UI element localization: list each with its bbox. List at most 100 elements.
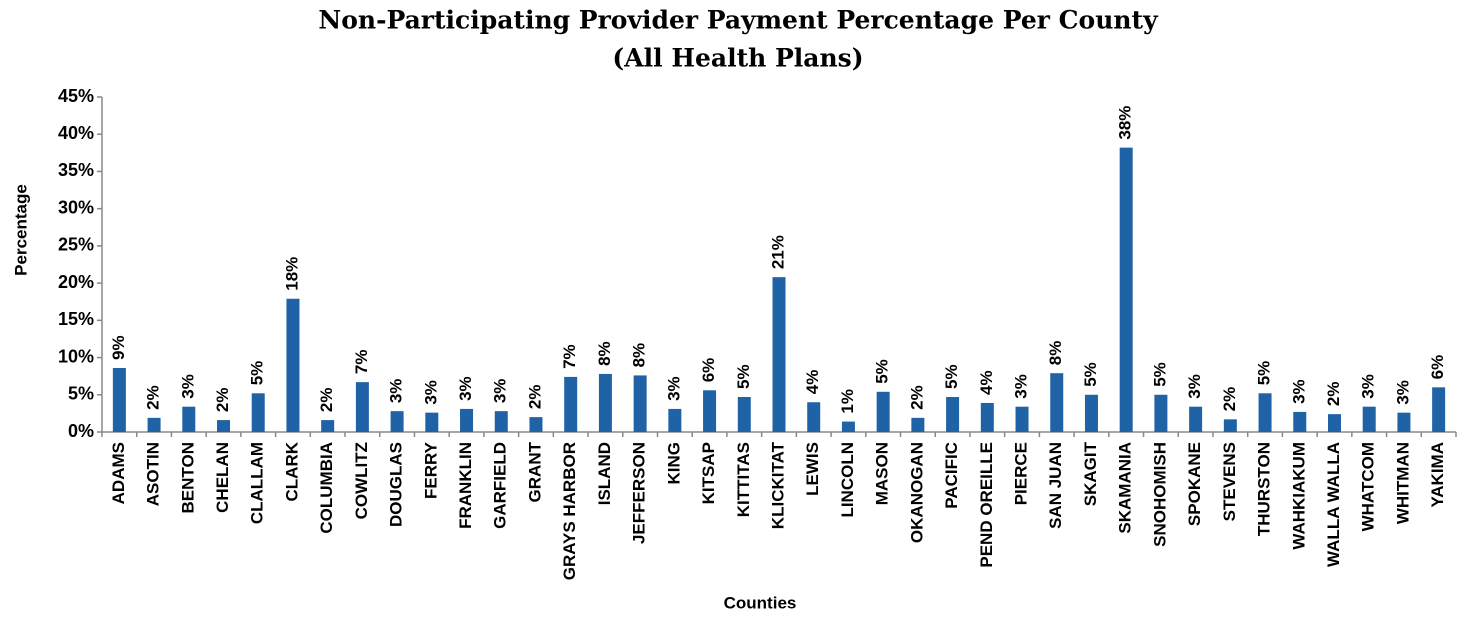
x-tick-label: FRANKLIN [456, 442, 475, 529]
bar [1119, 147, 1133, 432]
value-label: 2% [317, 388, 336, 413]
x-tick-label: YAKIMA [1428, 442, 1447, 508]
x-tick-label: KITSAP [699, 442, 718, 504]
x-tick-label: BENTON [178, 442, 197, 513]
x-tick-label: GARFIELD [491, 442, 510, 529]
bar [1432, 387, 1446, 432]
bar [321, 420, 335, 432]
bar [355, 382, 369, 432]
bar [1293, 411, 1307, 432]
bar [425, 412, 439, 432]
bar [841, 421, 855, 432]
y-tick-label: 35% [58, 160, 94, 180]
x-tick-label: GRANT [525, 441, 544, 502]
x-tick-label: FERRY [421, 441, 440, 499]
x-tick-label: WHITMAN [1393, 442, 1412, 524]
x-tick-label: KLICKITAT [768, 441, 787, 529]
y-tick-label: 5% [68, 384, 94, 404]
value-label: 5% [1150, 362, 1169, 387]
x-tick-label: ADAMS [109, 442, 128, 504]
value-label: 4% [977, 370, 996, 395]
x-tick-label: SNOHOMISH [1150, 442, 1169, 547]
x-tick-label: DOUGLAS [387, 442, 406, 527]
bar [911, 417, 925, 432]
value-label: 21% [768, 235, 787, 269]
bar [1327, 414, 1341, 432]
bar [598, 373, 612, 432]
value-label: 4% [803, 370, 822, 395]
x-tick-label: PIERCE [1012, 442, 1031, 505]
value-label: 3% [421, 380, 440, 405]
value-label: 5% [1081, 362, 1100, 387]
value-label: 6% [1428, 355, 1447, 380]
value-label: 2% [213, 388, 232, 413]
value-label: 5% [734, 364, 753, 389]
bar [182, 406, 196, 432]
x-tick-label: WALLA WALLA [1324, 442, 1343, 567]
x-tick-label: CHELAN [213, 442, 232, 513]
x-tick-label: ISLAND [595, 442, 614, 505]
bar [1223, 419, 1237, 432]
value-label: 8% [630, 343, 649, 368]
value-label: 3% [1185, 374, 1204, 399]
chart-title: Non-Participating Provider Payment Perce… [318, 6, 1159, 35]
x-tick-label: MASON [873, 442, 892, 505]
x-tick-label: LEWIS [803, 442, 822, 496]
x-tick-label: CLALLAM [248, 442, 267, 524]
bar [460, 408, 474, 432]
bar [633, 375, 647, 432]
bar [494, 411, 508, 432]
bar [564, 376, 578, 432]
y-tick-label: 30% [58, 197, 94, 217]
x-tick-label: OKANOGAN [907, 442, 926, 543]
value-label: 8% [1046, 341, 1065, 366]
bar [1050, 373, 1064, 432]
value-label: 6% [699, 358, 718, 383]
bar [980, 402, 994, 432]
bar [737, 397, 751, 432]
bar [1258, 393, 1272, 432]
bar [251, 393, 265, 432]
value-label: 7% [560, 344, 579, 369]
bar [390, 411, 404, 432]
x-tick-label: STEVENS [1220, 442, 1239, 521]
value-label: 5% [1255, 361, 1274, 386]
x-tick-label: WAHKIAKUM [1289, 442, 1308, 550]
value-label: 3% [178, 374, 197, 399]
bar [286, 298, 300, 432]
x-tick-label: SKAMANIA [1116, 442, 1135, 534]
y-axis-title: Percentage [11, 184, 30, 276]
bar [1154, 394, 1168, 432]
y-tick-label: 20% [58, 272, 94, 292]
x-tick-label: WHATCOM [1359, 442, 1378, 531]
bar [876, 391, 890, 432]
y-tick-label: 0% [68, 421, 94, 441]
y-tick-label: 15% [58, 309, 94, 329]
y-tick-label: 10% [58, 346, 94, 366]
x-tick-label: LINCOLN [838, 442, 857, 518]
value-label: 3% [387, 379, 406, 404]
x-tick-label: THURSTON [1255, 442, 1274, 536]
value-label: 7% [352, 350, 371, 375]
value-label: 2% [1220, 387, 1239, 412]
value-label: 38% [1116, 106, 1135, 140]
value-label: 2% [907, 385, 926, 410]
value-label: 3% [456, 376, 475, 401]
bar [703, 390, 717, 432]
y-tick-label: 40% [58, 123, 94, 143]
x-tick-label: PACIFIC [942, 442, 961, 509]
value-label: 9% [109, 335, 128, 360]
value-label: 2% [144, 385, 163, 410]
bar [946, 397, 960, 432]
chart-subtitle: (All Health Plans) [612, 44, 863, 73]
bar [772, 277, 786, 432]
bar [807, 402, 821, 432]
value-label: 3% [1393, 380, 1412, 405]
bar [217, 420, 231, 432]
value-label: 2% [1324, 382, 1343, 407]
x-tick-label: PEND OREILLE [977, 442, 996, 568]
bar [668, 408, 682, 432]
x-tick-label: CLARK [282, 441, 301, 501]
value-label: 3% [1012, 374, 1031, 399]
